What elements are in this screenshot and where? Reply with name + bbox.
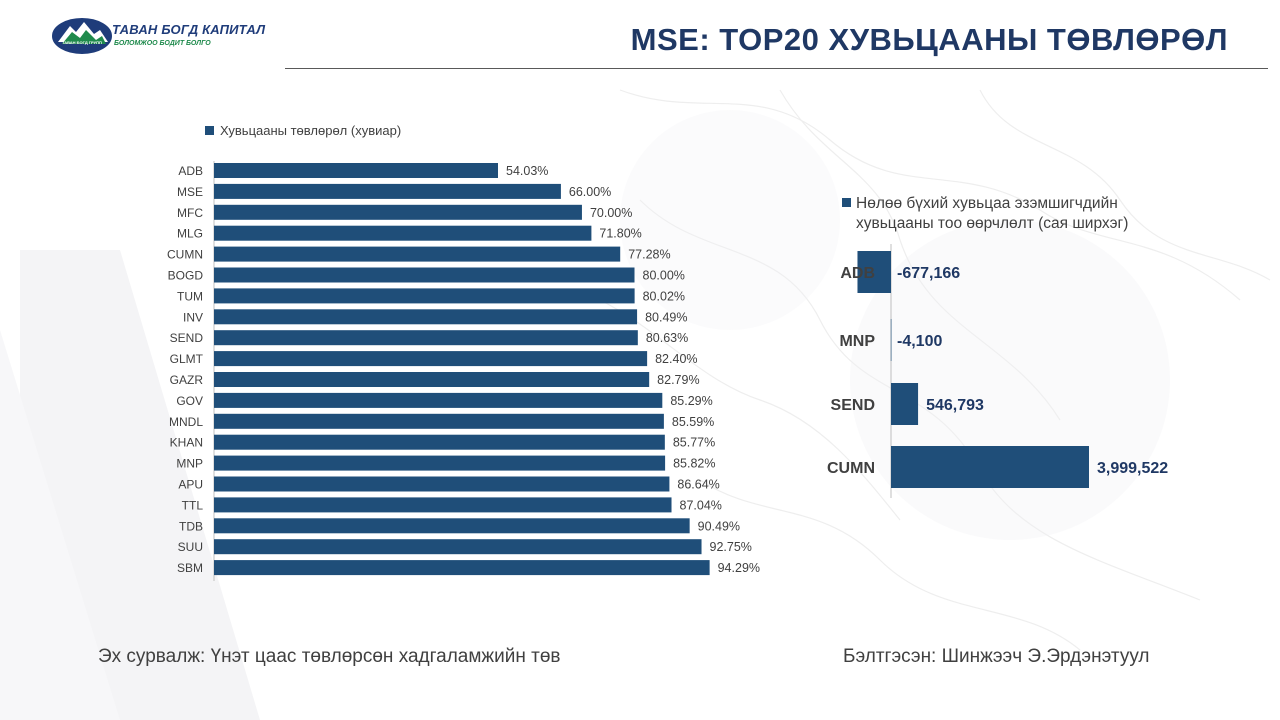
data-label-ttl: 87.04% bbox=[680, 498, 722, 512]
data-label-send: 546,793 bbox=[926, 397, 984, 414]
data-label-adb: -677,166 bbox=[897, 265, 960, 282]
data-label-suu: 92.75% bbox=[710, 540, 752, 554]
data-label-cumn: 3,999,522 bbox=[1097, 460, 1168, 477]
bar-sbm bbox=[214, 560, 710, 576]
category-label-cumn: CUMN bbox=[167, 248, 203, 262]
bar-mlg bbox=[214, 225, 592, 241]
category-label-apu: APU bbox=[178, 478, 203, 492]
category-label-gazr: GAZR bbox=[170, 373, 204, 387]
category-label-tdb: TDB bbox=[179, 519, 203, 533]
logo-company-name: ТАВАН БОГД КАПИТАЛ bbox=[112, 22, 266, 37]
logo-slogan: БОЛОМЖОО БОДИТ БОЛГО bbox=[114, 40, 211, 47]
bar-cumn bbox=[891, 446, 1089, 488]
bar-mnp bbox=[890, 319, 892, 361]
prepared-by-note: Бэлтгэсэн: Шинжээч Э.Эрдэнэтуул bbox=[843, 646, 1150, 667]
legend-label: Нөлөө бүхий хувьцаа эзэмшигчдийн хувьцаан… bbox=[856, 195, 1128, 232]
data-label-mse: 66.00% bbox=[569, 185, 611, 199]
page-title: MSE: TOP20 ХУВЬЦААНЫ ТӨВЛӨРӨЛ bbox=[630, 22, 1228, 57]
category-label-mse: MSE bbox=[177, 185, 203, 199]
category-label-adb: ADB bbox=[840, 265, 875, 282]
category-label-send: SEND bbox=[831, 397, 875, 414]
category-label-bogd: BOGD bbox=[168, 269, 204, 283]
shareholding-change-bar-chart: Нөлөө бүхий хувьцаа эзэмшигчдийн хувьцаан… bbox=[827, 195, 1168, 498]
category-label-gov: GOV bbox=[176, 394, 203, 408]
category-label-ttl: TTL bbox=[182, 498, 204, 512]
data-label-tdb: 90.49% bbox=[698, 519, 740, 533]
bar-glmt bbox=[214, 351, 648, 367]
category-label-cumn: CUMN bbox=[827, 460, 875, 477]
data-label-inv: 80.49% bbox=[645, 310, 687, 324]
title-divider bbox=[285, 68, 1268, 69]
category-label-suu: SUU bbox=[178, 540, 203, 554]
bar-mndl bbox=[214, 413, 664, 429]
mountain-logo-icon bbox=[52, 18, 112, 54]
bar-ttl bbox=[214, 497, 672, 513]
company-logo: ТАВАН БОГД ГРУПП ТАВАН БОГД КАПИТАЛ БОЛО… bbox=[52, 16, 266, 56]
category-label-glmt: GLMT bbox=[170, 352, 204, 366]
bar-inv bbox=[214, 309, 638, 325]
bar-suu bbox=[214, 539, 702, 555]
bar-mse bbox=[214, 183, 561, 199]
bar-adb bbox=[857, 251, 891, 293]
data-label-khan: 85.77% bbox=[673, 436, 715, 450]
category-label-khan: KHAN bbox=[170, 436, 203, 450]
data-label-tum: 80.02% bbox=[643, 289, 685, 303]
bar-mfc bbox=[214, 204, 582, 220]
data-label-send: 80.63% bbox=[646, 331, 688, 345]
legend-swatch bbox=[205, 126, 214, 135]
bar-gazr bbox=[214, 372, 650, 387]
legend-swatch bbox=[842, 198, 851, 207]
bar-gov bbox=[214, 392, 663, 408]
bar-apu bbox=[214, 476, 670, 492]
data-label-glmt: 82.40% bbox=[655, 352, 697, 366]
category-label-send: SEND bbox=[170, 331, 204, 345]
data-label-mndl: 85.59% bbox=[672, 415, 714, 429]
category-label-sbm: SBM bbox=[177, 561, 203, 575]
data-label-sbm: 94.29% bbox=[718, 561, 760, 575]
data-label-gazr: 82.79% bbox=[657, 373, 699, 387]
bar-khan bbox=[214, 434, 665, 450]
bar-bogd bbox=[214, 267, 635, 283]
bar-mnp bbox=[214, 455, 666, 471]
bar-tdb bbox=[214, 518, 690, 534]
bar-adb bbox=[214, 163, 498, 178]
source-note: Эх сурвалж: Үнэт цаас төвлөрсөн хадгалам… bbox=[98, 646, 561, 667]
category-label-inv: INV bbox=[183, 310, 203, 324]
data-label-gov: 85.29% bbox=[670, 394, 712, 408]
category-label-tum: TUM bbox=[177, 289, 203, 303]
category-label-mnp: MNP bbox=[839, 333, 875, 350]
category-label-mnp: MNP bbox=[176, 457, 203, 471]
data-label-mnp: 85.82% bbox=[673, 457, 715, 471]
data-label-bogd: 80.00% bbox=[643, 269, 685, 283]
category-label-mndl: MNDL bbox=[169, 415, 203, 429]
category-label-mfc: MFC bbox=[177, 206, 203, 220]
data-label-apu: 86.64% bbox=[677, 478, 719, 492]
data-label-cumn: 77.28% bbox=[628, 248, 670, 262]
category-label-adb: ADB bbox=[178, 164, 203, 178]
legend-label: Хувьцааны төвлөрөл (хувиар) bbox=[220, 123, 401, 138]
concentration-bar-chart: Хувьцааны төвлөрөл (хувиар) ADB 54.03% MSE 6… bbox=[167, 123, 760, 581]
bar-tum bbox=[214, 288, 635, 304]
bar-send bbox=[891, 383, 919, 425]
data-label-mfc: 70.00% bbox=[590, 206, 632, 220]
bar-cumn bbox=[214, 246, 621, 262]
data-label-mnp: -4,100 bbox=[897, 333, 942, 350]
data-label-adb: 54.03% bbox=[506, 164, 548, 178]
bar-send bbox=[214, 330, 638, 346]
data-label-mlg: 71.80% bbox=[599, 227, 641, 241]
category-label-mlg: MLG bbox=[177, 227, 203, 241]
logo-group-name: ТАВАН БОГД ГРУПП bbox=[62, 40, 102, 45]
